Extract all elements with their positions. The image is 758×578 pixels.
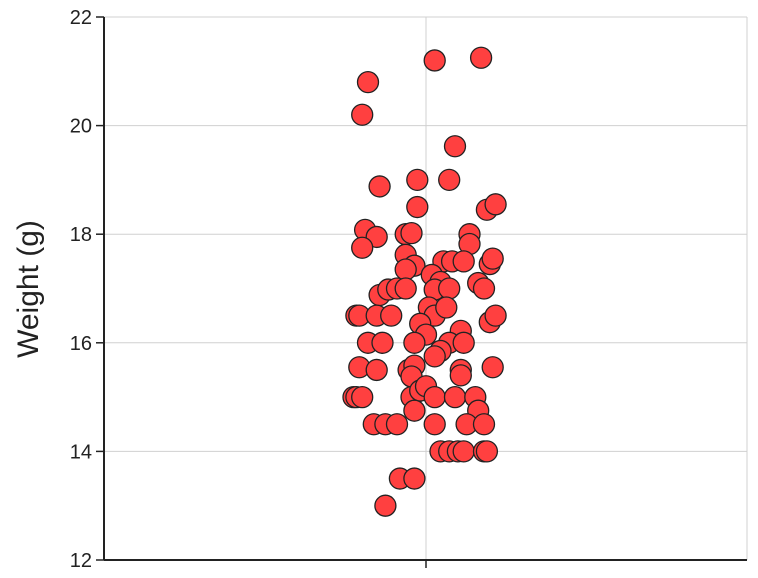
y-tick-label: 16	[70, 333, 92, 355]
data-point	[351, 236, 374, 259]
data-point	[400, 221, 423, 245]
data-point	[368, 175, 391, 198]
data-point	[371, 331, 394, 354]
data-point	[406, 168, 429, 192]
y-tick-label: 12	[70, 550, 92, 572]
y-axis-title: Weight (g)	[12, 220, 45, 358]
data-point	[403, 399, 426, 422]
data-point	[374, 494, 397, 517]
data-point	[472, 277, 496, 300]
data-point	[435, 296, 458, 319]
data-point	[423, 345, 446, 368]
data-point	[481, 356, 504, 379]
data-point	[423, 49, 446, 72]
data-point	[469, 46, 493, 69]
data-point	[351, 103, 374, 126]
data-point	[452, 250, 475, 273]
y-tick-label: 22	[70, 7, 92, 29]
data-point	[356, 71, 380, 94]
data-point	[438, 168, 461, 192]
y-tick-label: 20	[70, 116, 92, 138]
data-point	[423, 413, 446, 436]
data-point	[484, 193, 507, 216]
data-point	[449, 364, 472, 387]
data-point	[443, 135, 467, 158]
data-point	[484, 304, 507, 327]
y-tick-label: 14	[70, 441, 92, 463]
data-point	[394, 277, 417, 300]
points-layer	[342, 46, 507, 517]
data-point	[452, 331, 475, 354]
data-point	[475, 440, 499, 463]
data-point	[481, 247, 504, 270]
data-point	[452, 440, 475, 463]
data-point	[406, 195, 429, 219]
data-point	[380, 304, 403, 327]
data-point	[385, 413, 409, 436]
data-point	[394, 258, 417, 281]
data-point	[351, 385, 374, 409]
y-tick-label: 18	[70, 224, 92, 246]
data-point	[423, 385, 446, 409]
data-point	[443, 385, 467, 409]
axis-layer: 12 14 16 18 20 22	[70, 7, 747, 572]
data-point	[365, 358, 388, 382]
data-point	[403, 331, 426, 354]
data-point	[472, 413, 496, 436]
data-point	[438, 277, 461, 300]
data-point	[403, 467, 426, 490]
